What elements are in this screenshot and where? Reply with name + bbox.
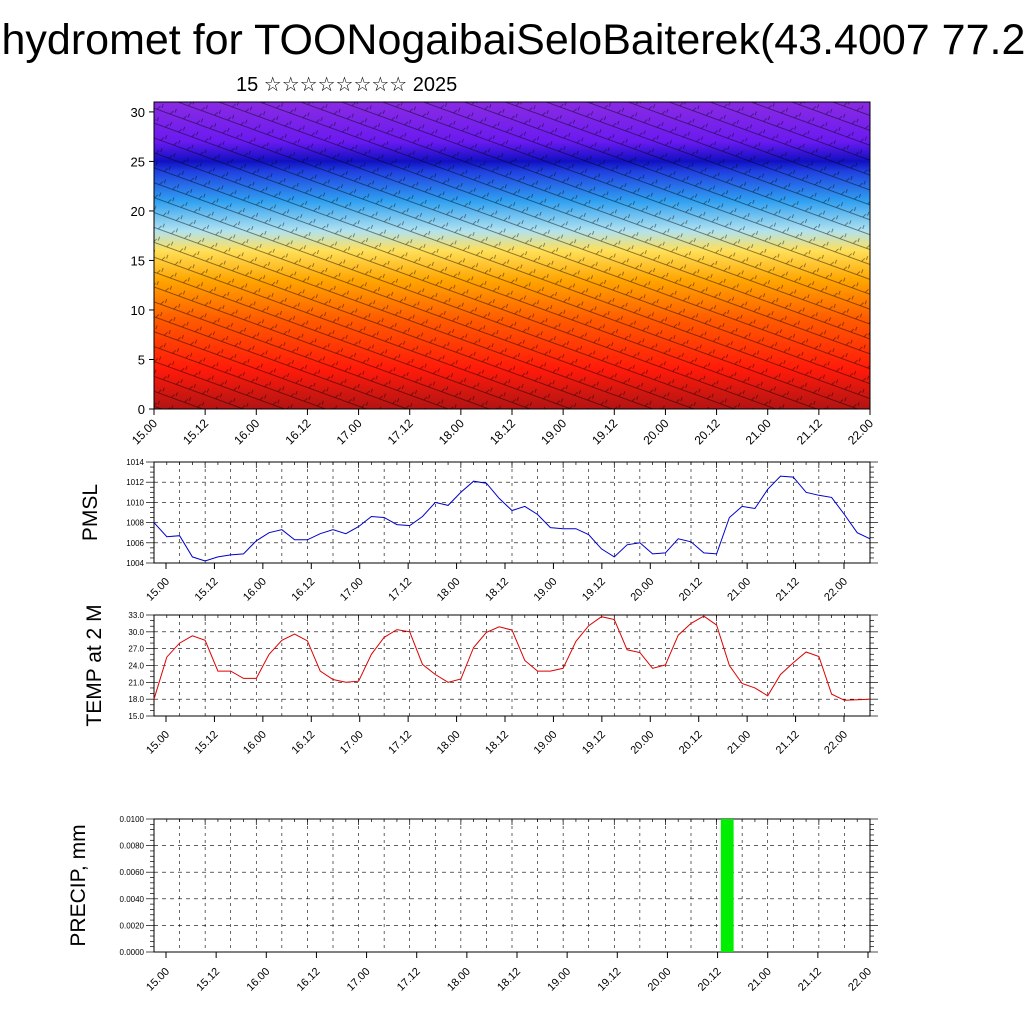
y-tick-label: 0.0100 — [120, 815, 145, 824]
y-tick-label: 30 — [131, 105, 145, 120]
y-tick-label: 15 — [131, 253, 145, 268]
x-tick-label: 21.12 — [774, 576, 802, 604]
x-tick-label: 15.12 — [193, 576, 221, 604]
x-tick-label: 15.00 — [144, 729, 172, 757]
y-tick-label: 0 — [138, 402, 145, 417]
x-tick-label: 22.00 — [846, 966, 874, 994]
y-tick-label: 1010 — [126, 498, 144, 507]
y-tick-label: 1012 — [126, 478, 144, 487]
x-tick-label: 15.12 — [180, 416, 211, 447]
x-tick-label: 21.00 — [725, 576, 753, 604]
x-tick-label: 16.00 — [231, 416, 262, 447]
x-tick-label: 15.00 — [144, 966, 172, 994]
x-tick-label: 18.00 — [435, 729, 463, 757]
x-tick-label: 19.12 — [589, 416, 620, 447]
x-tick-label: 18.00 — [445, 966, 473, 994]
x-tick-label: 20.00 — [640, 416, 671, 447]
x-tick-label: 17.12 — [386, 729, 414, 757]
y-tick-label: 18.0 — [128, 695, 144, 704]
x-tick-label: 15.00 — [129, 416, 160, 447]
y-tick-label: 27.0 — [128, 645, 144, 654]
y-tick-label: 0.0040 — [120, 895, 145, 904]
y-tick-label: 33.0 — [128, 611, 144, 620]
wind-barbs-overlay — [154, 102, 870, 409]
x-tick-label: 21.12 — [774, 729, 802, 757]
x-tick-label: 19.00 — [538, 416, 569, 447]
x-tick-label: 15.00 — [144, 576, 172, 604]
x-tick-label: 17.00 — [338, 729, 366, 757]
x-tick-label: 20.00 — [628, 576, 656, 604]
x-tick-label: 21.12 — [796, 966, 824, 994]
y-tick-label: 21.0 — [128, 678, 144, 687]
y-tick-label: 10 — [131, 303, 145, 318]
y-tick-label: 0.0000 — [120, 948, 145, 957]
x-tick-label: 16.00 — [241, 576, 269, 604]
x-tick-label: 22.00 — [822, 576, 850, 604]
y-tick-label: 15.0 — [128, 712, 144, 721]
x-tick-label: 18.00 — [435, 576, 463, 604]
pmsl-y-axis-label: PMSL — [79, 484, 102, 541]
x-tick-label: 19.00 — [532, 729, 560, 757]
y-tick-label: 30.0 — [128, 628, 144, 637]
x-tick-label: 19.12 — [595, 966, 623, 994]
x-tick-label: 18.12 — [483, 729, 511, 757]
x-tick-label: 17.12 — [385, 416, 416, 447]
x-tick-label: 17.00 — [338, 576, 366, 604]
x-tick-label: 18.00 — [436, 416, 467, 447]
x-tick-label: 17.00 — [345, 966, 373, 994]
x-tick-label: 18.12 — [483, 576, 511, 604]
x-tick-label: 20.12 — [696, 966, 724, 994]
x-tick-label: 16.12 — [295, 966, 323, 994]
x-tick-label: 16.12 — [282, 416, 313, 447]
x-tick-label: 19.00 — [545, 966, 573, 994]
x-tick-label: 17.12 — [386, 576, 414, 604]
y-tick-label: 20 — [131, 204, 145, 219]
y-tick-label: 24.0 — [128, 662, 144, 671]
chart-title: zhydromet for TOONogaibaiSeloBaiterek(43… — [0, 16, 1024, 64]
y-tick-label: 0.0060 — [120, 868, 145, 877]
x-tick-label: 15.12 — [194, 966, 222, 994]
x-tick-label: 18.12 — [495, 966, 523, 994]
pmsl-series-line — [153, 475, 871, 562]
temp2m-series-line — [153, 615, 871, 701]
y-tick-label: 1006 — [126, 539, 144, 548]
y-tick-label: 0.0080 — [120, 842, 145, 851]
x-tick-label: 17.12 — [395, 966, 423, 994]
x-tick-label: 20.12 — [677, 576, 705, 604]
x-tick-label: 20.00 — [628, 729, 656, 757]
x-tick-label: 16.00 — [244, 966, 272, 994]
x-tick-label: 16.12 — [289, 576, 317, 604]
precip-y-axis-label: PRECIP, mm — [67, 824, 90, 946]
x-tick-label: 16.12 — [289, 729, 317, 757]
x-tick-label: 22.00 — [845, 416, 876, 447]
y-tick-label: 25 — [131, 154, 145, 169]
x-tick-label: 19.12 — [580, 729, 608, 757]
x-tick-label: 21.00 — [725, 729, 753, 757]
x-tick-label: 22.00 — [822, 729, 850, 757]
x-tick-label: 21.00 — [743, 416, 774, 447]
x-tick-label: 19.00 — [532, 576, 560, 604]
x-tick-label: 18.12 — [487, 416, 518, 447]
x-tick-label: 20.00 — [646, 966, 674, 994]
y-tick-label: 1004 — [126, 559, 144, 568]
temp2m-y-axis-label: TEMP at 2 M — [83, 604, 106, 726]
x-tick-label: 16.00 — [241, 729, 269, 757]
x-tick-label: 20.12 — [692, 416, 723, 447]
y-tick-label: 0.0020 — [120, 921, 145, 930]
x-tick-label: 20.12 — [677, 729, 705, 757]
x-tick-label: 19.12 — [580, 576, 608, 604]
y-tick-label: 1008 — [126, 519, 144, 528]
y-tick-label: 5 — [138, 352, 145, 367]
x-tick-label: 17.00 — [334, 416, 365, 447]
x-tick-label: 15.12 — [193, 729, 221, 757]
x-tick-label: 21.12 — [794, 416, 825, 447]
chart-subtitle: 15 ☆☆☆☆☆☆☆☆ 2025 — [236, 74, 458, 96]
y-tick-label: 1014 — [126, 458, 144, 467]
x-tick-label: 21.00 — [746, 966, 774, 994]
precip-bar — [720, 819, 734, 952]
